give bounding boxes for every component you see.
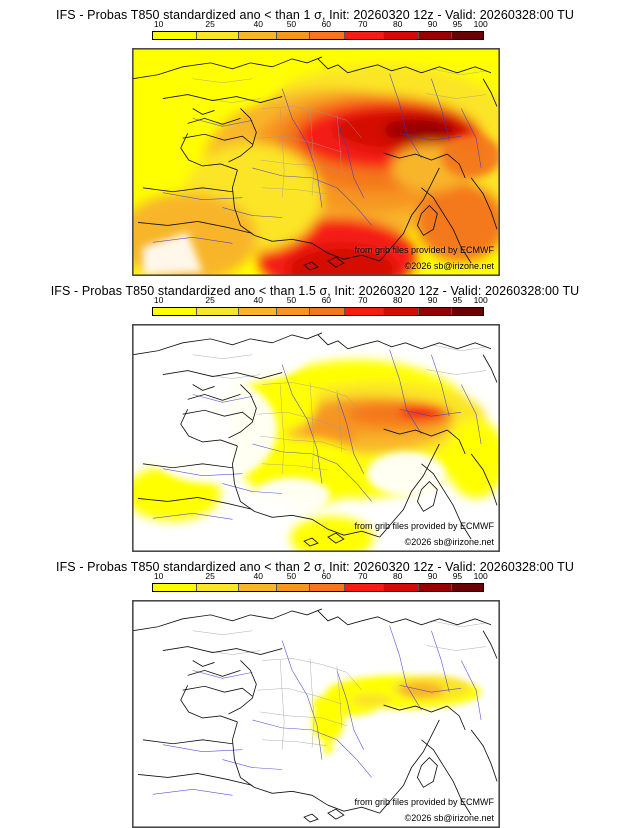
colorbar-tick: 60: [321, 19, 332, 29]
forecast-map[interactable]: from grib files provided by ECMWF ©2026 …: [132, 600, 500, 828]
colorbar-tick: 10: [153, 295, 164, 305]
colorbar-segment: [197, 32, 239, 39]
colorbar-tick: 60: [321, 571, 332, 581]
probability-map-panel: IFS - Probas T850 standardized ano < tha…: [0, 276, 630, 552]
probability-shading: [133, 49, 499, 275]
forecast-map[interactable]: from grib files provided by ECMWF ©2026 …: [132, 48, 500, 276]
copyright-credit: ©2026 sb@irizone.net: [404, 261, 494, 271]
colorbar-segment: [238, 584, 277, 591]
colorbar-segment: [197, 584, 239, 591]
colorbar-segment: [384, 32, 420, 39]
map-canvas: [133, 601, 499, 827]
colorbar-tick: 95: [452, 19, 463, 29]
map-canvas: [133, 49, 499, 275]
colorbar-segment: [452, 308, 483, 315]
colorbar-segment: [419, 584, 453, 591]
colorbar-tick: 100: [473, 295, 488, 305]
colorbar-segment: [344, 584, 385, 591]
colorbar-segment: [153, 32, 198, 39]
data-source-credit: from grib files provided by ECMWF: [354, 245, 494, 255]
colorbar-gradient: [152, 307, 484, 316]
colorbar-segment: [309, 308, 345, 315]
colorbar-tick-labels: 10 25 40 50 60 70 80 90 95 100: [152, 571, 488, 582]
probability-map-panel: IFS - Probas T850 standardized ano < tha…: [0, 552, 630, 828]
colorbar-legend: 10 25 40 50 60 70 80 90 95 100: [152, 19, 488, 40]
colorbar-tick: 25: [205, 571, 215, 581]
river-lines: [152, 625, 482, 796]
coastlines: [133, 332, 498, 547]
copyright-credit: ©2026 sb@irizone.net: [404, 537, 494, 547]
forecast-map[interactable]: from grib files provided by ECMWF ©2026 …: [132, 324, 500, 552]
colorbar-segment: [197, 308, 239, 315]
colorbar-tick: 70: [358, 19, 368, 29]
colorbar-tick: 90: [427, 571, 438, 581]
river-lines: [152, 349, 482, 520]
colorbar-tick: 25: [205, 19, 215, 29]
colorbar-segment: [419, 32, 453, 39]
colorbar-gradient: [152, 583, 484, 592]
data-source-credit: from grib files provided by ECMWF: [354, 797, 494, 807]
coastlines: [133, 608, 498, 823]
colorbar-tick: 40: [253, 571, 263, 581]
colorbar-tick: 95: [452, 571, 463, 581]
colorbar-tick: 80: [392, 571, 403, 581]
colorbar-segment: [452, 584, 483, 591]
colorbar-segment: [276, 308, 310, 315]
colorbar-segment: [384, 308, 420, 315]
colorbar-tick: 100: [473, 19, 488, 29]
colorbar-segment: [452, 32, 483, 39]
river-lines: [152, 73, 482, 244]
colorbar-tick: 50: [286, 571, 297, 581]
colorbar-segment: [238, 32, 277, 39]
colorbar-tick: 90: [427, 295, 438, 305]
colorbar-segment: [384, 584, 420, 591]
colorbar-tick-labels: 10 25 40 50 60 70 80 90 95 100: [152, 295, 488, 306]
colorbar-tick: 60: [321, 295, 332, 305]
colorbar-tick: 100: [473, 571, 488, 581]
colorbar-tick: 90: [427, 19, 438, 29]
colorbar-tick: 80: [392, 19, 403, 29]
page-title: IFS - Probas T850 standardized ano < tha…: [56, 8, 574, 22]
probability-shading: [133, 325, 499, 551]
colorbar-tick: 10: [153, 571, 164, 581]
colorbar-segment: [153, 584, 198, 591]
page-title: IFS - Probas T850 standardized ano < tha…: [56, 560, 574, 574]
map-canvas: [133, 325, 499, 551]
colorbar-tick: 40: [253, 19, 263, 29]
admin-borders: [192, 344, 488, 474]
page-title: IFS - Probas T850 standardized ano < tha…: [50, 284, 580, 298]
colorbar-segment: [419, 308, 453, 315]
colorbar-tick: 70: [358, 295, 368, 305]
colorbar-legend: 10 25 40 50 60 70 80 90 95 100: [152, 571, 488, 592]
colorbar-segment: [344, 308, 385, 315]
colorbar-segment: [153, 308, 198, 315]
colorbar-tick: 10: [153, 19, 164, 29]
colorbar-legend: 10 25 40 50 60 70 80 90 95 100: [152, 295, 488, 316]
probability-map-panel: IFS - Probas T850 standardized ano < tha…: [0, 0, 630, 276]
colorbar-tick: 50: [286, 19, 297, 29]
colorbar-tick-labels: 10 25 40 50 60 70 80 90 95 100: [152, 19, 488, 30]
colorbar-tick: 95: [452, 295, 463, 305]
colorbar-tick: 25: [205, 295, 215, 305]
colorbar-segment: [276, 584, 310, 591]
colorbar-segment: [238, 308, 277, 315]
colorbar-tick: 70: [358, 571, 368, 581]
colorbar-tick: 40: [253, 295, 263, 305]
colorbar-tick: 80: [392, 295, 403, 305]
colorbar-segment: [276, 32, 310, 39]
data-source-credit: from grib files provided by ECMWF: [354, 521, 494, 531]
colorbar-tick: 50: [286, 295, 297, 305]
probability-shading: [133, 601, 499, 827]
copyright-credit: ©2026 sb@irizone.net: [404, 813, 494, 823]
colorbar-gradient: [152, 31, 484, 40]
colorbar-segment: [344, 32, 385, 39]
coastlines: [133, 56, 498, 271]
colorbar-segment: [309, 584, 345, 591]
colorbar-segment: [309, 32, 345, 39]
